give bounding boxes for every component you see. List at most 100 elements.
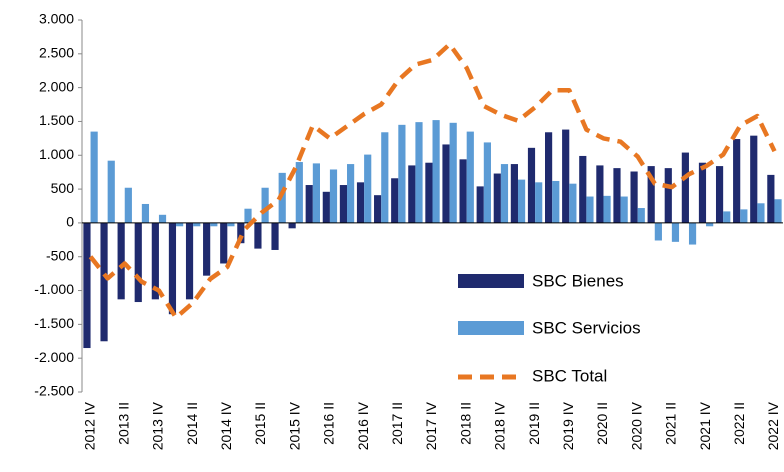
bar	[107, 160, 115, 223]
legend-label: SBC Bienes	[532, 271, 624, 290]
bar	[288, 222, 296, 229]
x-tick-label: 2017 II	[389, 402, 405, 445]
x-tick-label: 2012 IV	[81, 401, 97, 450]
plot: -2.500 -2.000 -1.500 -1.000 -500 0 500 1.000 1.5…	[34, 11, 783, 450]
bar	[425, 162, 433, 223]
bar	[569, 183, 577, 223]
bar	[750, 135, 758, 223]
y-tick-label: 1.000	[39, 146, 74, 162]
x-tick-label: 2022 II	[731, 402, 747, 445]
bar	[364, 154, 372, 223]
y-tick-label: -2.000	[34, 349, 74, 365]
bar	[596, 165, 604, 223]
bar	[244, 208, 252, 223]
x-tick-label: 2014 II	[184, 402, 200, 445]
bar	[193, 222, 201, 227]
bar	[562, 129, 570, 223]
bar	[552, 180, 560, 223]
bar	[723, 211, 731, 223]
bar	[158, 214, 167, 223]
bar	[688, 222, 697, 245]
bar	[620, 196, 628, 223]
bar	[381, 132, 389, 223]
bar	[715, 166, 724, 223]
bar	[271, 222, 279, 250]
bar	[391, 178, 399, 223]
bar	[312, 163, 320, 223]
x-tick-label: 2014 IV	[218, 401, 234, 450]
bar	[671, 222, 680, 242]
bar	[493, 173, 501, 223]
bar	[408, 165, 416, 223]
bar	[527, 147, 536, 223]
y-tick-label: -2.500	[34, 383, 74, 399]
bar	[733, 139, 741, 223]
x-tick-label: 2015 II	[252, 402, 268, 445]
bar	[432, 120, 440, 223]
bar	[603, 195, 611, 223]
bar	[681, 152, 689, 223]
y-tick-label: 1.500	[39, 112, 74, 128]
legend-swatch	[458, 274, 524, 288]
bar	[278, 172, 286, 223]
bar	[295, 162, 303, 223]
bar	[698, 162, 707, 223]
bar	[356, 182, 365, 223]
bar	[83, 222, 91, 349]
y-tick-label: -1.000	[34, 281, 74, 297]
bar	[545, 132, 553, 223]
bar	[261, 187, 269, 223]
bar	[100, 222, 108, 342]
x-tick-label: 2015 IV	[286, 401, 302, 450]
bar	[586, 196, 594, 223]
bar	[237, 222, 245, 244]
bar	[220, 222, 228, 264]
y-tick-label: -500	[46, 247, 74, 263]
bar	[476, 186, 484, 223]
bar	[579, 155, 587, 223]
x-tick-label: 2021 IV	[697, 401, 713, 450]
bar	[774, 199, 782, 223]
x-tick-label: 2016 IV	[355, 401, 371, 450]
bar	[535, 182, 543, 223]
bar	[141, 203, 150, 223]
bar	[305, 185, 313, 223]
x-tick-label: 2018 II	[457, 402, 473, 445]
y-tick-label: 3.000	[39, 11, 74, 27]
x-tick-label: 2020 IV	[628, 401, 644, 450]
bar	[329, 169, 338, 223]
y-tick-label: 0	[66, 214, 74, 230]
bar	[500, 164, 509, 223]
bar	[227, 222, 235, 227]
bar	[613, 168, 621, 223]
bar	[398, 124, 406, 223]
x-tick-label: 2018 IV	[492, 401, 508, 450]
bar	[151, 222, 159, 300]
bar	[374, 195, 382, 223]
bar	[740, 209, 748, 223]
bar	[203, 222, 211, 276]
bar	[90, 131, 98, 223]
x-tick-label: 2019 IV	[560, 401, 576, 450]
y-tick-label: 2.000	[39, 78, 74, 94]
bar	[664, 168, 672, 223]
bar	[483, 142, 491, 223]
legend: SBC Bienes SBC Servicios SBC Total	[458, 271, 641, 385]
bar	[466, 131, 474, 223]
y-tick-label: 500	[51, 180, 75, 196]
bar	[347, 164, 355, 223]
y-tick-label: 2.500	[39, 45, 74, 61]
x-tick-label: 2013 IV	[150, 401, 166, 450]
x-tick-label: 2020 II	[594, 402, 610, 445]
bar	[459, 159, 467, 223]
bar	[757, 203, 765, 223]
bar	[510, 164, 518, 223]
bar	[185, 222, 194, 300]
bar	[134, 222, 142, 303]
bar	[339, 185, 348, 223]
x-tick-label: 2021 II	[663, 402, 679, 445]
bar	[647, 166, 655, 223]
legend-swatch	[458, 321, 524, 335]
bar	[176, 222, 184, 227]
